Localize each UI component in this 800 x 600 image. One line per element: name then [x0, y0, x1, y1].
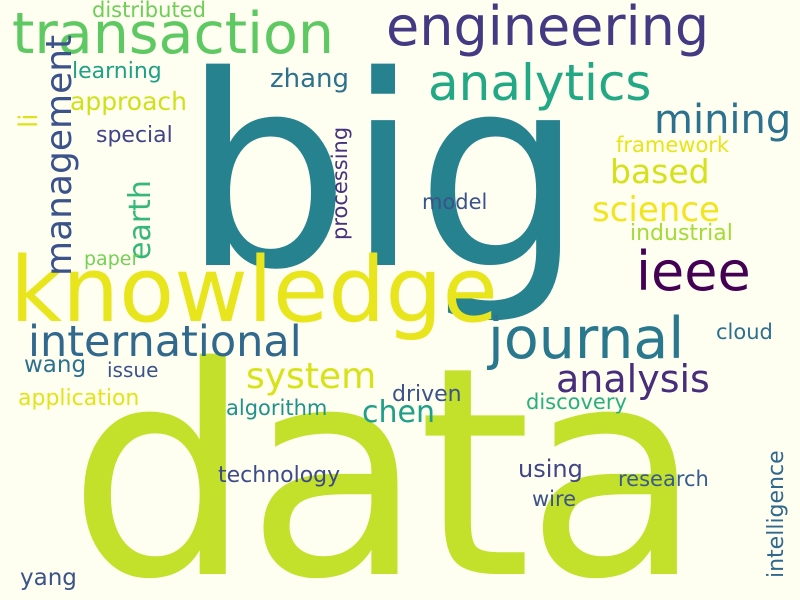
word-yang: yang	[20, 565, 77, 591]
word-big: big	[182, 20, 584, 328]
word-science: science	[592, 190, 720, 230]
word-wang: wang	[24, 352, 87, 378]
word-analysis: analysis	[556, 357, 710, 401]
word-ieee: ieee	[636, 240, 751, 303]
word-system: system	[246, 356, 377, 397]
word-engineering: engineering	[386, 0, 710, 58]
word-mining: mining	[654, 97, 792, 143]
word-zhang: zhang	[270, 64, 350, 94]
word-processing: processing	[328, 126, 352, 240]
word-chen: chen	[362, 395, 435, 430]
word-framework: framework	[616, 133, 730, 157]
word-application: application	[18, 386, 140, 411]
word-discovery: discovery	[526, 390, 627, 414]
word-industrial: industrial	[630, 221, 733, 246]
word-special: special	[96, 123, 173, 148]
word-technology: technology	[218, 463, 341, 488]
word-learning: learning	[72, 59, 162, 84]
word-cloud-term: cloud	[716, 320, 773, 344]
word-knowledge: knowledge	[10, 238, 498, 343]
word-issue: issue	[107, 358, 159, 382]
word-algorithm: algorithm	[226, 396, 328, 420]
word-journal: journal	[488, 306, 685, 372]
word-international: international	[28, 317, 302, 367]
word-wire: wire	[532, 487, 577, 511]
word-driven: driven	[392, 382, 462, 407]
word-model: model	[422, 190, 488, 214]
word-distributed: distributed	[92, 0, 206, 22]
word-data: data	[68, 306, 703, 600]
word-using: using	[518, 455, 583, 483]
word-li: li	[14, 113, 44, 128]
word-paper: paper	[84, 248, 140, 270]
word-analytics: analytics	[428, 54, 652, 112]
word-based: based	[610, 152, 710, 191]
word-intelligence: intelligence	[764, 450, 789, 578]
word-approach: approach	[70, 87, 187, 116]
word-transaction: transaction	[12, 1, 334, 67]
word-research: research	[618, 467, 709, 491]
